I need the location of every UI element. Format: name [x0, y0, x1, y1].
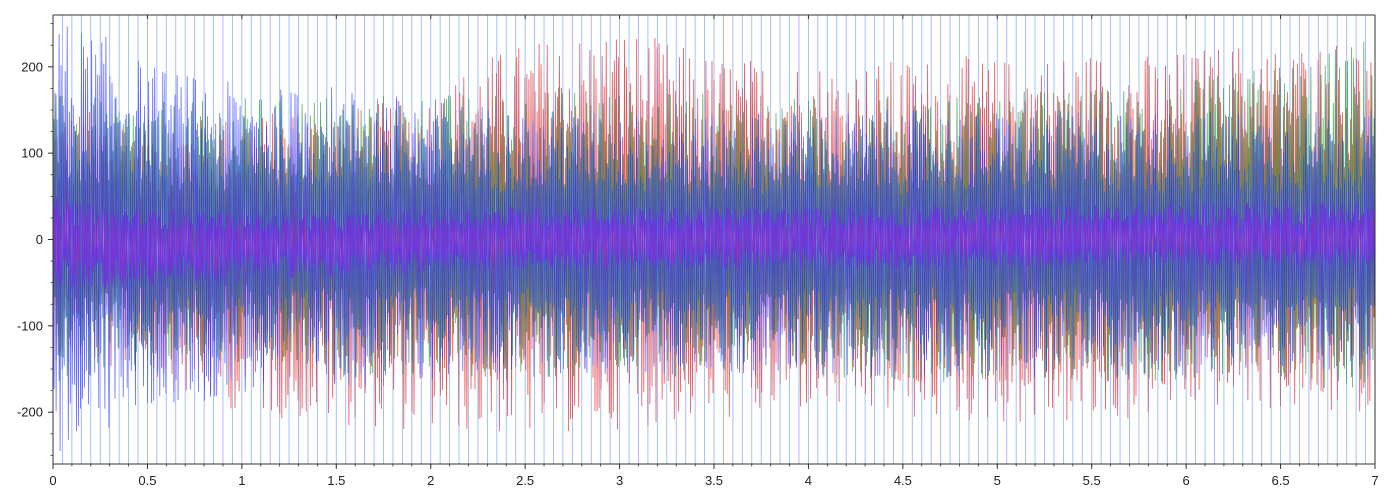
x-tick-label: 1.5: [327, 473, 345, 488]
x-tick-label: 4: [805, 473, 812, 488]
y-tick-label: 200: [21, 59, 43, 74]
x-tick-label: 5: [994, 473, 1001, 488]
y-tick-label: 0: [36, 232, 43, 247]
x-tick-label: 2.5: [516, 473, 534, 488]
x-tick-label: 6.5: [1272, 473, 1290, 488]
x-axis-ticks: 0 0.5 1 1.5 2 2.5 3 3.5 4 4.5 5 5.5 6 6.5 7: [49, 15, 1379, 488]
y-axis-ticks: -200 -100 0 100 200: [17, 23, 53, 456]
x-tick-label: 1: [238, 473, 245, 488]
x-tick-label: 4.5: [894, 473, 912, 488]
x-tick-label: 0: [49, 473, 56, 488]
x-tick-label: 6: [1183, 473, 1190, 488]
y-tick-label: -100: [17, 318, 43, 333]
x-tick-label: 2: [427, 473, 434, 488]
x-tick-label: 3: [616, 473, 623, 488]
y-tick-label: -200: [17, 405, 43, 420]
x-tick-label: 0.5: [138, 473, 156, 488]
x-tick-label: 3.5: [705, 473, 723, 488]
y-tick-label: 100: [21, 146, 43, 161]
x-tick-label: 7: [1371, 473, 1378, 488]
x-tick-label: 5.5: [1083, 473, 1101, 488]
series-layer: [53, 15, 1375, 464]
